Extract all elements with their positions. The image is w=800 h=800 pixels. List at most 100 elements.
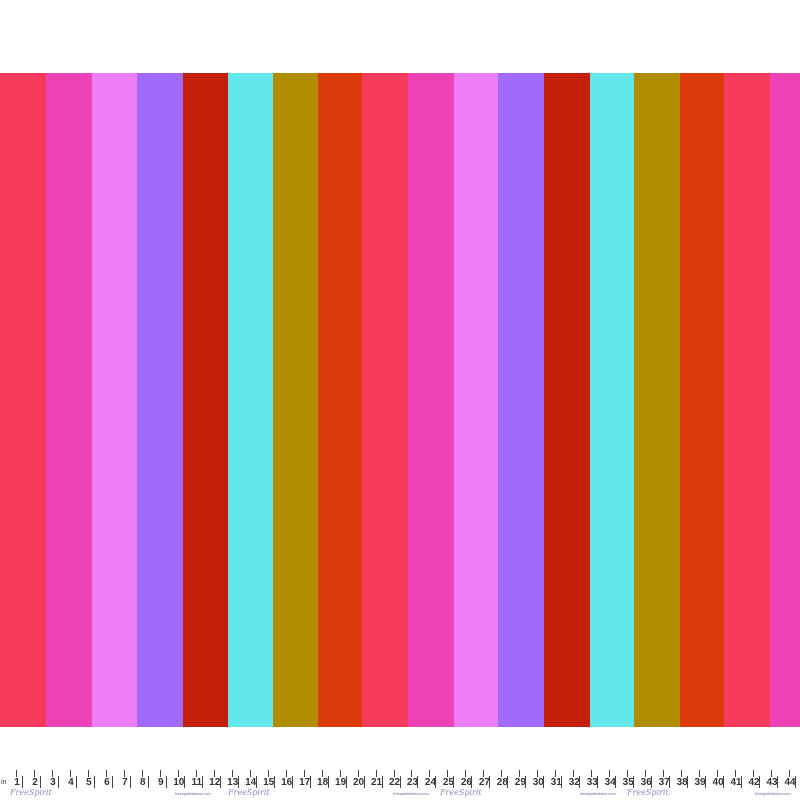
ruler-tick	[309, 776, 311, 788]
ruler-half-tick	[717, 770, 719, 777]
ruler-tick	[543, 776, 545, 788]
ruler-tick	[561, 776, 563, 788]
ruler-half-tick	[771, 770, 773, 777]
stripe	[273, 73, 318, 727]
ruler-half-tick	[141, 770, 143, 777]
brand-logo: FreeSpirit	[440, 788, 482, 797]
ruler-tick	[255, 776, 257, 788]
site-url: freespiritfabrics.com	[393, 791, 429, 796]
ruler-half-tick	[501, 770, 503, 777]
ruler-number: 18	[317, 777, 329, 788]
ruler-half-tick	[159, 770, 161, 777]
ruler-half-tick	[429, 770, 431, 777]
ruler-number: 3	[50, 777, 56, 788]
ruler-tick	[75, 776, 77, 788]
ruler-half-tick	[699, 770, 701, 777]
ruler-half-tick	[609, 770, 611, 777]
ruler-tick	[219, 776, 221, 788]
stripe	[454, 73, 498, 727]
stripe	[183, 73, 228, 727]
ruler-half-tick	[663, 770, 665, 777]
ruler-tick	[417, 776, 419, 788]
ruler-number: 37	[658, 777, 670, 788]
ruler-tick	[273, 776, 275, 788]
stripe	[408, 73, 454, 727]
stripe	[92, 73, 137, 727]
ruler-number: 36	[640, 777, 652, 788]
ruler-number: 28	[496, 777, 508, 788]
ruler-tick	[489, 776, 491, 788]
ruler-half-tick	[789, 770, 790, 777]
ruler-half-tick	[249, 770, 251, 777]
ruler-number: 24	[424, 777, 437, 788]
ruler-half-tick	[321, 770, 323, 777]
ruler-half-tick	[339, 770, 341, 777]
ruler-half-tick	[483, 770, 485, 777]
ruler-tick	[795, 776, 796, 788]
ruler-half-tick	[69, 770, 71, 777]
ruler-half-tick	[645, 770, 647, 777]
stripe	[724, 73, 770, 727]
ruler-number: 38	[676, 777, 688, 788]
ruler-tick	[165, 776, 167, 788]
ruler-half-tick	[447, 770, 449, 777]
ruler-half-tick	[591, 770, 593, 777]
stripe	[634, 73, 680, 727]
ruler-tick	[57, 776, 59, 788]
ruler-unit: in	[1, 779, 7, 786]
ruler-number: 4	[68, 777, 74, 788]
ruler-half-tick	[303, 770, 305, 777]
ruler-half-tick	[285, 770, 287, 777]
ruler-tick	[633, 776, 635, 788]
ruler-tick	[183, 776, 185, 788]
ruler-tick	[399, 776, 401, 788]
ruler-number: 14	[245, 777, 257, 788]
ruler-tick	[525, 776, 527, 788]
ruler-tick	[579, 776, 581, 788]
fabric-swatch	[0, 73, 800, 727]
ruler-half-tick	[627, 770, 629, 777]
stripe	[544, 73, 590, 727]
ruler-number: 20	[352, 777, 365, 788]
ruler-number: 26	[460, 777, 472, 788]
ruler-half-tick	[735, 770, 737, 777]
site-url: freespiritfabrics.com	[755, 791, 791, 796]
ruler-number: 41	[730, 777, 742, 788]
ruler-number: 30	[532, 777, 544, 788]
ruler-number: 8	[140, 777, 146, 788]
site-url: freespiritfabrics.com	[580, 791, 616, 796]
ruler-number: 7	[122, 777, 128, 788]
ruler-number: 31	[550, 777, 562, 788]
ruler-half-tick	[681, 770, 683, 777]
ruler-tick	[669, 776, 671, 788]
ruler-number: 19	[335, 777, 347, 788]
ruler-half-tick	[51, 770, 53, 777]
ruler-tick	[615, 776, 617, 788]
ruler-half-tick	[33, 770, 35, 777]
ruler-number: 6	[104, 777, 110, 788]
ruler-half-tick	[87, 770, 89, 777]
stripe	[498, 73, 544, 727]
ruler-number: 39	[694, 777, 706, 788]
ruler-tick	[345, 776, 347, 788]
ruler-tick	[147, 776, 149, 788]
brand-logo: FreeSpirit	[10, 788, 52, 797]
stripe	[770, 73, 800, 727]
ruler-tick	[705, 776, 707, 788]
ruler-tick	[381, 776, 383, 788]
ruler-number: 43	[766, 777, 778, 788]
stripe	[590, 73, 634, 727]
ruler-tick	[723, 776, 725, 788]
ruler-number: 2	[32, 777, 38, 788]
ruler-number: 23	[406, 777, 419, 788]
ruler-half-tick	[465, 770, 467, 777]
ruler-tick	[453, 776, 455, 788]
ruler-half-tick	[267, 770, 269, 777]
ruler-half-tick	[393, 770, 395, 777]
ruler-half-tick	[123, 770, 125, 777]
ruler-half-tick	[537, 770, 539, 777]
ruler-tick	[39, 776, 41, 788]
ruler-number: 29	[514, 777, 526, 788]
ruler-tick	[507, 776, 509, 788]
site-url: freespiritfabrics.com	[175, 791, 211, 796]
